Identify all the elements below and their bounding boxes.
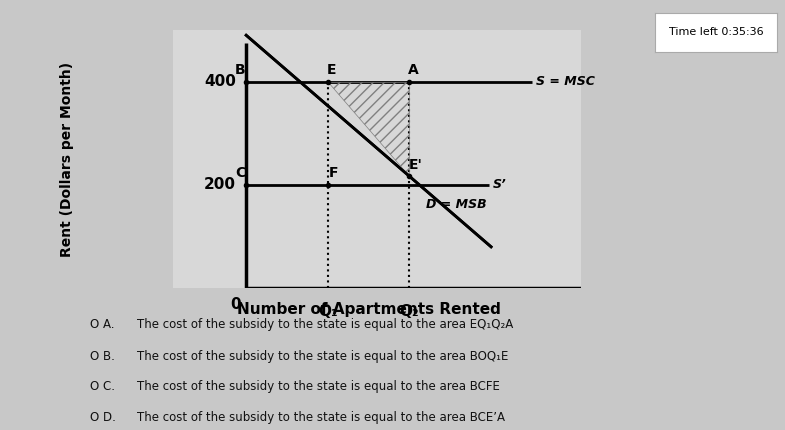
Text: The cost of the subsidy to the state is equal to the area BCE’A: The cost of the subsidy to the state is … (137, 411, 506, 424)
Text: B: B (235, 63, 246, 77)
Text: O C.: O C. (90, 381, 115, 393)
Text: E: E (327, 63, 337, 77)
Text: E': E' (409, 157, 422, 172)
Text: 0: 0 (231, 298, 241, 312)
Text: F: F (329, 166, 338, 180)
Text: A: A (408, 63, 419, 77)
Text: O A.: O A. (90, 318, 115, 331)
Text: Rent (Dollars per Month): Rent (Dollars per Month) (60, 61, 74, 257)
Text: The cost of the subsidy to the state is equal to the area BOQ₁E: The cost of the subsidy to the state is … (137, 350, 509, 363)
Text: C: C (235, 166, 245, 180)
Text: O B.: O B. (90, 350, 115, 363)
Text: Q₁: Q₁ (318, 304, 338, 319)
Text: O D.: O D. (90, 411, 116, 424)
Text: 400: 400 (204, 74, 236, 89)
Text: The cost of the subsidy to the state is equal to the area BCFE: The cost of the subsidy to the state is … (137, 381, 500, 393)
Text: S’: S’ (493, 178, 506, 191)
Text: Time left 0:35:36: Time left 0:35:36 (669, 27, 764, 37)
Text: Q₂: Q₂ (400, 304, 419, 319)
Text: D = MSB: D = MSB (425, 198, 487, 211)
Text: S = MSC: S = MSC (536, 75, 595, 88)
Text: Number of Apartments Rented: Number of Apartments Rented (237, 302, 501, 317)
Text: The cost of the subsidy to the state is equal to the area EQ₁Q₂A: The cost of the subsidy to the state is … (137, 318, 513, 331)
Text: 200: 200 (204, 178, 236, 192)
